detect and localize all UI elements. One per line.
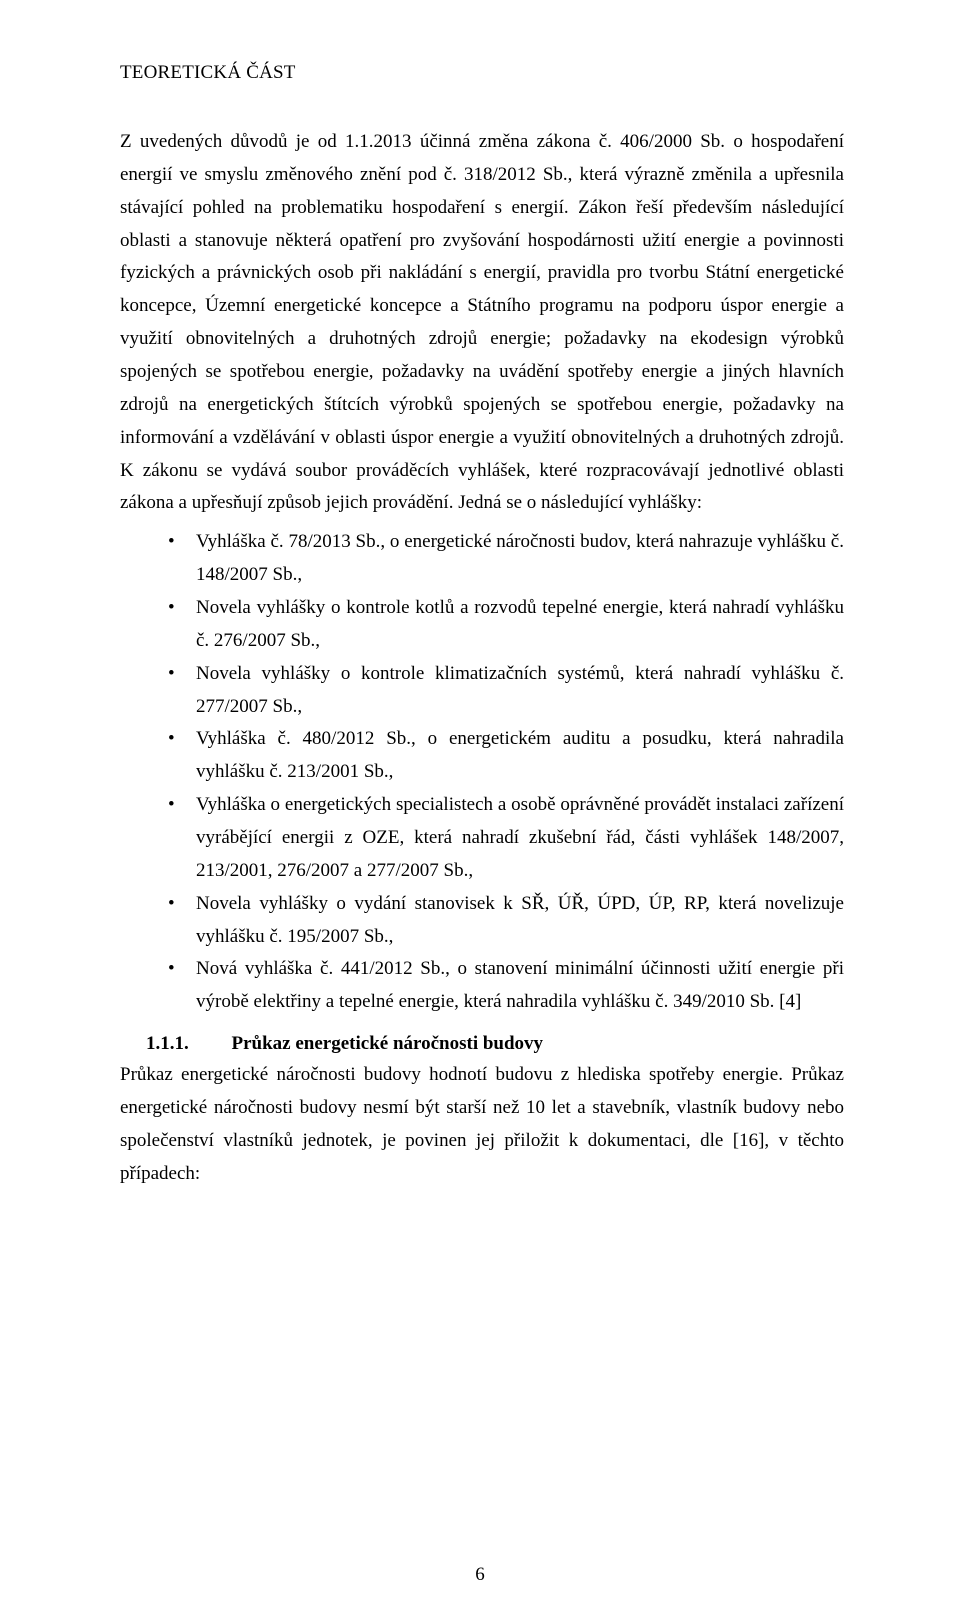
section-title: Průkaz energetické náročnosti budovy xyxy=(232,1033,544,1054)
list-item: Vyhláška o energetických specialistech a… xyxy=(168,789,844,888)
section-heading: 1.1.1. Průkaz energetické náročnosti bud… xyxy=(120,1033,844,1055)
list-item: Novela vyhlášky o kontrole kotlů a rozvo… xyxy=(168,592,844,658)
list-item: Novela vyhlášky o kontrole klimatizačníc… xyxy=(168,658,844,724)
list-item: Vyhláška č. 480/2012 Sb., o energetickém… xyxy=(168,723,844,789)
list-item: Vyhláška č. 78/2013 Sb., o energetické n… xyxy=(168,526,844,592)
paragraph-intro: Z uvedených důvodů je od 1.1.2013 účinná… xyxy=(120,126,844,520)
page-number: 6 xyxy=(0,1564,960,1586)
bullet-list: Vyhláška č. 78/2013 Sb., o energetické n… xyxy=(120,526,844,1019)
paragraph-section: Průkaz energetické náročnosti budovy hod… xyxy=(120,1059,844,1190)
list-item: Nová vyhláška č. 441/2012 Sb., o stanove… xyxy=(168,953,844,1019)
page: TEORETICKÁ ČÁST Z uvedených důvodů je od… xyxy=(0,0,960,1624)
list-item: Novela vyhlášky o vydání stanovisek k SŘ… xyxy=(168,888,844,954)
section-number: 1.1.1. xyxy=(120,1033,227,1055)
running-head: TEORETICKÁ ČÁST xyxy=(120,62,844,84)
